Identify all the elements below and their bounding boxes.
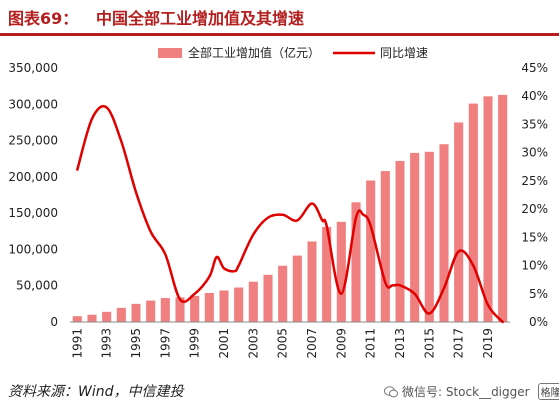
y-left-tick-label: 350,000: [8, 61, 58, 75]
x-tick-label: 2019: [481, 328, 495, 359]
wechat-icon: [384, 385, 398, 397]
x-tick-label: 2001: [217, 328, 231, 359]
x-tick-label: 2015: [422, 328, 436, 359]
growth-line: [76, 104, 504, 324]
legend-label-line: 同比增速: [380, 46, 428, 60]
bar: [204, 292, 214, 322]
bar: [131, 303, 141, 322]
y-right-tick-label: 20%: [521, 202, 548, 216]
legend: 全部工业增加值（亿元） 同比增速: [158, 45, 428, 60]
bar: [454, 122, 464, 322]
bar-series: [72, 94, 508, 322]
bar: [87, 314, 97, 322]
y-right-tick-label: 5%: [529, 287, 548, 301]
x-tick-label: 2017: [452, 328, 466, 359]
bar: [248, 281, 258, 322]
bar: [483, 96, 493, 322]
bar: [190, 295, 200, 322]
figure-label: 图表69：: [8, 9, 79, 28]
watermark: 微信号: Stock__digger 格隆汇: [384, 383, 559, 400]
y-right-tick-label: 10%: [521, 259, 548, 273]
bar: [336, 221, 346, 322]
x-tick-label: 2009: [334, 328, 348, 359]
x-tick-label: 2013: [393, 328, 407, 359]
bar: [439, 144, 449, 322]
bar: [234, 287, 244, 322]
bar: [351, 202, 361, 322]
bar: [146, 300, 156, 322]
y-right-tick-label: 25%: [521, 174, 548, 188]
bar: [175, 297, 185, 322]
bar: [410, 152, 420, 322]
bar: [366, 180, 376, 322]
figure-header: 图表69： 中国全部工业增加值及其增速: [0, 0, 559, 36]
bar: [278, 265, 288, 322]
x-axis: 1991 1993 1995 1997 1999 2001 2003 2005 2007 2009…: [70, 328, 495, 359]
watermark-badge: 格隆汇: [537, 383, 559, 400]
bar: [468, 103, 478, 322]
legend-label-bar: 全部工业增加值（亿元）: [188, 45, 320, 60]
y-left-tick-label: 0: [50, 315, 58, 329]
bar: [219, 290, 229, 322]
bar: [424, 151, 434, 322]
bar: [102, 311, 112, 322]
y-right-tick-label: 35%: [521, 117, 548, 131]
legend-swatch-bar: [158, 48, 182, 58]
x-tick-label: 2003: [246, 328, 260, 359]
y-left-tick-label: 50,000: [16, 279, 58, 293]
y-right-tick-label: 15%: [521, 230, 548, 244]
y-left-tick-label: 200,000: [8, 170, 58, 184]
x-tick-label: 1999: [188, 328, 202, 359]
x-tick-label: 2011: [364, 328, 378, 359]
figure-title: 中国全部工业增加值及其增速: [96, 9, 305, 28]
x-tick-label: 1997: [158, 328, 172, 359]
x-tick-label: 2005: [276, 328, 290, 359]
bar: [307, 241, 317, 322]
y-left-tick-label: 300,000: [8, 97, 58, 111]
bar: [160, 298, 170, 322]
source-note: 资料来源：Wind，中信建投: [8, 384, 184, 400]
y-left-tick-label: 150,000: [8, 206, 58, 220]
bar: [322, 226, 332, 322]
x-tick-label: 1993: [100, 328, 114, 359]
y-axis-left: 0 50,000 100,000 150,000 200,000 250,000 300,0…: [8, 61, 58, 329]
bar: [263, 274, 273, 322]
y-right-tick-label: 30%: [521, 146, 548, 160]
y-axis-right: 0% 5% 10% 15% 20% 25% 30% 35% 40% 45%: [521, 61, 548, 329]
bar: [72, 316, 82, 322]
y-left-tick-label: 100,000: [8, 242, 58, 256]
y-left-tick-label: 250,000: [8, 134, 58, 148]
x-tick-label: 1991: [70, 328, 84, 359]
y-right-tick-label: 45%: [521, 61, 548, 75]
bar: [395, 160, 405, 322]
chart: 全部工业增加值（亿元） 同比增速 0 50,000 100,000 150,000 20…: [8, 45, 548, 359]
x-tick-label: 2007: [305, 328, 319, 359]
watermark-text: 微信号: Stock__digger: [402, 385, 530, 399]
bar: [292, 255, 302, 322]
x-tick-label: 1995: [129, 328, 143, 359]
y-right-tick-label: 40%: [521, 89, 548, 103]
bar: [116, 307, 126, 322]
y-right-tick-label: 0%: [529, 315, 548, 329]
bar: [380, 171, 390, 322]
bar: [498, 94, 508, 322]
